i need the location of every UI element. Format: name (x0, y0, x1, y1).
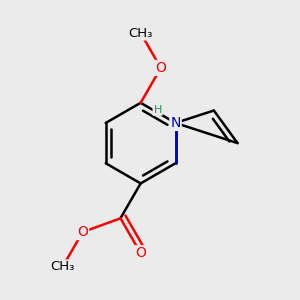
Text: CH₃: CH₃ (128, 26, 153, 40)
Text: H: H (153, 105, 162, 115)
Text: O: O (135, 246, 146, 260)
Text: O: O (155, 61, 166, 75)
Text: CH₃: CH₃ (50, 260, 75, 274)
Text: O: O (77, 225, 88, 239)
Text: N: N (170, 116, 181, 130)
